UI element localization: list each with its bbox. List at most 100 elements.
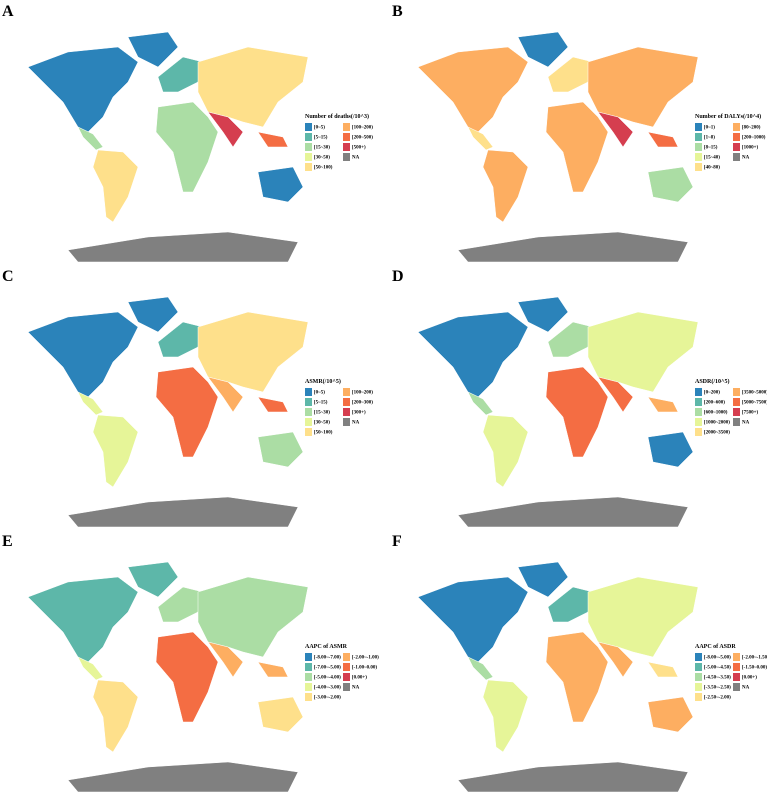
legend-swatch bbox=[305, 163, 312, 171]
map bbox=[27, 31, 309, 263]
south-america bbox=[482, 679, 529, 753]
north-america bbox=[417, 311, 529, 398]
south-america bbox=[482, 414, 529, 488]
legend-swatch bbox=[733, 408, 740, 416]
south-asia bbox=[597, 111, 634, 148]
south-america bbox=[92, 679, 139, 753]
legend-swatch bbox=[305, 673, 312, 681]
panel-letter: F bbox=[392, 533, 402, 550]
north-america bbox=[417, 46, 529, 133]
legend-swatch bbox=[695, 683, 702, 691]
map bbox=[27, 296, 309, 528]
europe bbox=[157, 321, 204, 358]
legend-swatch bbox=[343, 408, 350, 416]
south-asia bbox=[597, 641, 634, 678]
greenland bbox=[127, 31, 179, 68]
southeast-asia bbox=[257, 396, 289, 413]
panel-letter: B bbox=[392, 3, 403, 20]
map bbox=[27, 561, 309, 793]
legend-label: [15~40) bbox=[704, 156, 720, 161]
greenland bbox=[517, 296, 569, 333]
legend-swatch bbox=[733, 663, 740, 671]
legend-title: ASDR(/10^5) bbox=[695, 378, 730, 385]
south-asia bbox=[207, 376, 244, 413]
legend-swatch bbox=[695, 673, 702, 681]
greenland bbox=[517, 31, 569, 68]
legend-swatch bbox=[695, 133, 702, 141]
southeast-asia bbox=[647, 131, 679, 148]
legend-swatch bbox=[733, 143, 740, 151]
south-america bbox=[482, 149, 529, 223]
legend-swatch bbox=[305, 408, 312, 416]
africa bbox=[155, 631, 219, 723]
central-america bbox=[467, 391, 494, 416]
legend-label: [50~100) bbox=[314, 166, 333, 171]
legend-label: [-3.50~-2.50) bbox=[704, 686, 731, 691]
legend-label: [200~300) bbox=[352, 401, 373, 406]
asia bbox=[197, 576, 309, 658]
legend-label: [1000~2000) bbox=[704, 421, 730, 426]
legend-swatch bbox=[343, 683, 350, 691]
legend-swatch bbox=[695, 663, 702, 671]
legend-swatch bbox=[343, 133, 350, 141]
australia bbox=[647, 696, 694, 733]
legend-swatch bbox=[343, 418, 350, 426]
map bbox=[417, 561, 699, 793]
legend-swatch bbox=[695, 388, 702, 396]
legend-label: [15~30) bbox=[314, 411, 330, 416]
antarctica bbox=[457, 231, 689, 263]
central-america bbox=[77, 391, 104, 416]
panel: E AAPC of ASMR [-8.00~-7.00) [-7.00~-5.00) [… bbox=[2, 533, 379, 793]
legend-swatch bbox=[305, 693, 312, 701]
legend-label: [0~200) bbox=[704, 391, 720, 396]
legend-swatch bbox=[343, 388, 350, 396]
legend-label: [-5.00~-4.00) bbox=[314, 676, 341, 681]
asia bbox=[587, 46, 699, 128]
panel: B Number of DALYs(/10^4) [0~1) [1~8) [8~15) [… bbox=[392, 3, 766, 263]
legend-label: [200~500) bbox=[352, 136, 373, 141]
southeast-asia bbox=[257, 131, 289, 148]
africa bbox=[545, 101, 609, 193]
legend-swatch bbox=[733, 418, 740, 426]
legend-label: [-1.50~0.00) bbox=[742, 666, 767, 671]
legend-label: [30~50) bbox=[314, 156, 330, 161]
legend-title: ASMR(/10^5) bbox=[305, 378, 341, 385]
antarctica bbox=[67, 496, 299, 528]
legend-label: [30~50) bbox=[314, 421, 330, 426]
legend-label: [500+) bbox=[352, 146, 366, 151]
legend-label: [0~5) bbox=[314, 126, 325, 131]
legend-swatch bbox=[343, 123, 350, 131]
central-america bbox=[77, 126, 104, 151]
legend-swatch bbox=[733, 153, 740, 161]
legend-swatch bbox=[305, 153, 312, 161]
panel: A Number of deaths(/10^3) [0~5) [5~15) [15~3… bbox=[2, 3, 373, 263]
legend-swatch bbox=[733, 398, 740, 406]
legend-label: [80~200) bbox=[742, 126, 761, 131]
legend-swatch bbox=[695, 143, 702, 151]
panel: C ASMR(/10^5) [0~5) [5~15) [15~30) [30~50) [50… bbox=[2, 268, 373, 528]
legend-swatch bbox=[733, 123, 740, 131]
legend-label: [200~600) bbox=[704, 401, 725, 406]
legend-label: [50~100) bbox=[314, 431, 333, 436]
south-asia bbox=[207, 641, 244, 678]
antarctica bbox=[67, 231, 299, 263]
legend-swatch bbox=[305, 123, 312, 131]
legend-label: [-2.50~-2.00) bbox=[704, 696, 731, 701]
legend-label: [-8.00~-7.00) bbox=[314, 656, 341, 661]
legend-label: [5000~7500) bbox=[742, 401, 767, 406]
central-america bbox=[77, 656, 104, 681]
legend-label: [-5.00~-4.50) bbox=[704, 666, 731, 671]
map bbox=[417, 31, 699, 263]
legend-swatch bbox=[695, 418, 702, 426]
africa bbox=[545, 366, 609, 458]
legend-label: NA bbox=[742, 421, 750, 426]
legend-swatch bbox=[733, 653, 740, 661]
africa bbox=[155, 101, 219, 193]
asia bbox=[197, 46, 309, 128]
australia bbox=[257, 166, 304, 203]
legend-label: [0~5) bbox=[314, 391, 325, 396]
australia bbox=[647, 166, 694, 203]
legend-label: [1~8) bbox=[704, 136, 715, 141]
greenland bbox=[517, 561, 569, 598]
